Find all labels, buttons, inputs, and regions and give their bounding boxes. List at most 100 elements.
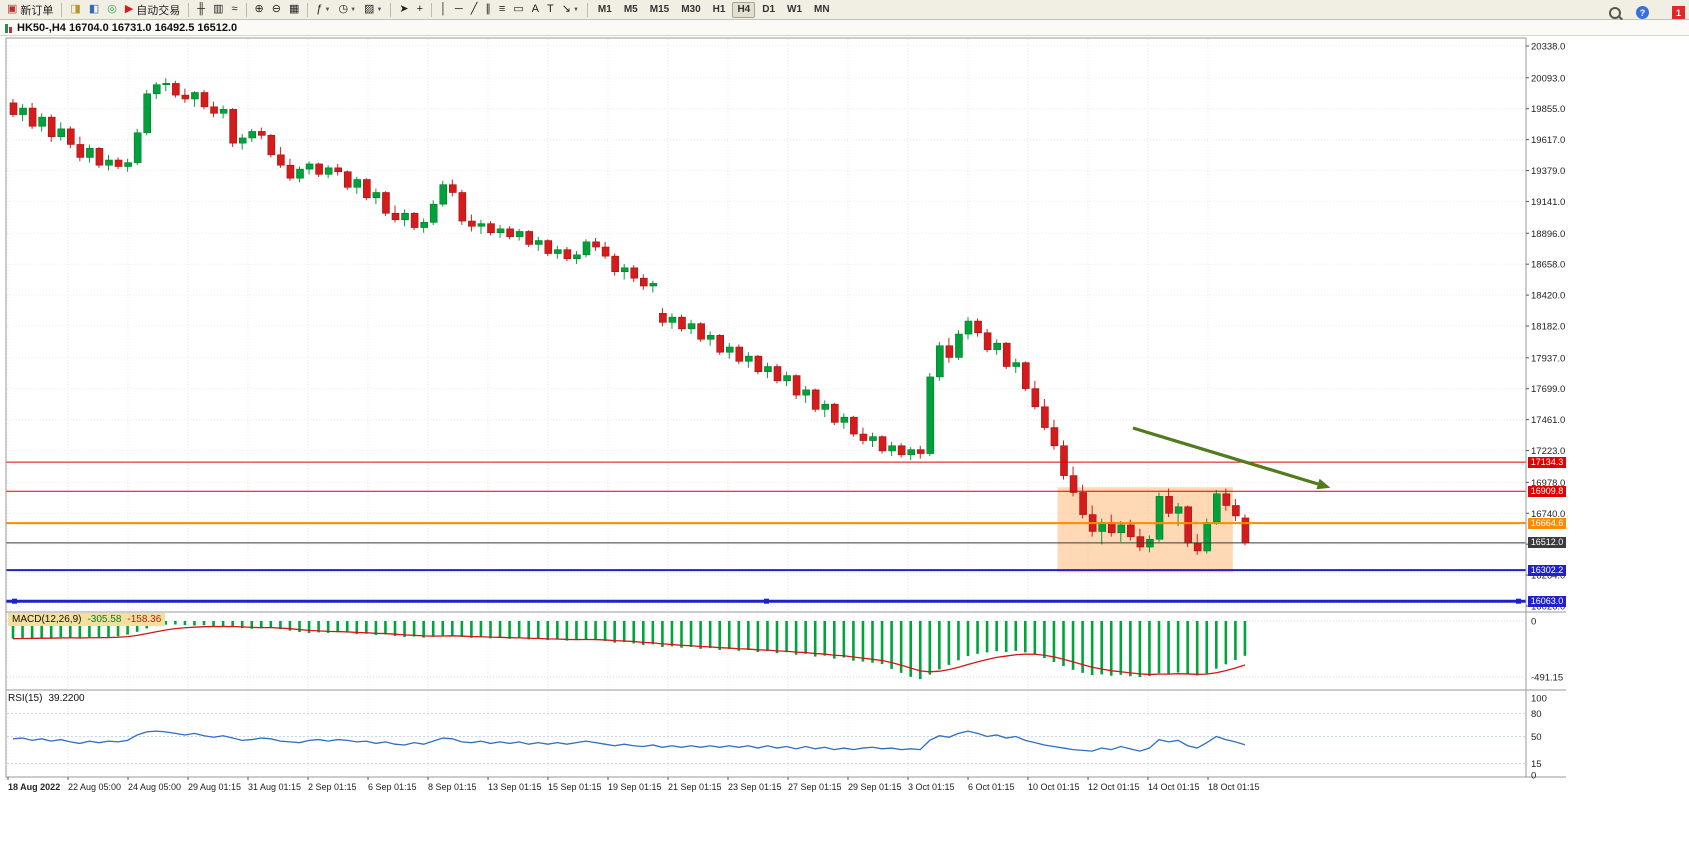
candle-body (353, 179, 362, 188)
macd-label: MACD(12,26,9) -305.58 -158.36 (8, 613, 166, 626)
candle-body (296, 168, 304, 179)
zoom-out-button[interactable]: ⊖ (268, 0, 285, 19)
timeframe-group: M1 M5 M15 M30 H1 H4 D1 W1 MN (592, 1, 836, 18)
crosshair-button[interactable]: + (413, 0, 427, 19)
candle-body (745, 355, 753, 362)
search-button[interactable] (1605, 3, 1625, 22)
candle-body (945, 345, 954, 358)
candle-body (257, 131, 266, 136)
cursor-button[interactable]: ➤ (395, 0, 412, 19)
price-axis-label: 16978.0 (1531, 478, 1565, 489)
templates-dropdown-arrow[interactable]: ▼ (376, 6, 383, 13)
tile-windows-button[interactable]: ▦ (285, 0, 303, 19)
timeframe-d1-button[interactable]: D1 (762, 3, 776, 15)
macd-axis-label: 0 (1531, 617, 1536, 628)
arrows-dropdown-arrow[interactable]: ▼ (572, 6, 579, 13)
candle-body (926, 376, 935, 454)
rsi-axis-label: 80 (1531, 709, 1542, 720)
toolbar-separator (431, 2, 433, 17)
text-button[interactable]: A (528, 0, 543, 19)
timeframe-w1-button[interactable]: W1 (787, 3, 803, 15)
rsi-label: RSI(15) 39.2200 (8, 693, 85, 704)
text-label-button[interactable]: T (543, 0, 558, 19)
time-axis-label: 27 Sep 01:15 (788, 782, 842, 792)
timeframe-m5-button[interactable]: M5 (623, 3, 638, 15)
candle-body (936, 345, 944, 378)
price-axis-label: 19617.0 (1531, 135, 1565, 146)
fibonacci-button[interactable]: ≡ (495, 0, 509, 19)
rsi-axis-label: 100 (1531, 694, 1547, 705)
candle-body (783, 375, 791, 382)
time-axis-label: 6 Oct 01:15 (968, 782, 1015, 792)
candle-body (305, 163, 314, 170)
bars-mode-button[interactable]: ╫ (193, 0, 209, 19)
timeframe-m1-button[interactable]: M1 (597, 3, 612, 15)
indicators-dropdown-arrow[interactable]: ▼ (324, 6, 331, 13)
price-axis-label: 19141.0 (1531, 197, 1565, 208)
trend-arrow-line[interactable] (1132, 426, 1319, 486)
toolbar-separator (390, 2, 392, 17)
equidistant-channel-button[interactable]: ∥ (481, 0, 495, 19)
candle-body (1232, 505, 1240, 517)
time-axis-label: 2 Sep 01:15 (308, 782, 357, 792)
help-button[interactable]: ? (1632, 3, 1653, 22)
candle-body (410, 212, 419, 228)
data-window-button[interactable]: ◧ (85, 0, 103, 19)
new-order-button[interactable]: ▣ 新订单 (3, 0, 57, 19)
candle-body (802, 389, 810, 396)
trendline-button[interactable]: ╱ (467, 0, 482, 19)
candle-body (850, 416, 858, 435)
candle-body (219, 109, 228, 114)
price-axis-label: 16264.0 (1531, 571, 1565, 582)
periods-button[interactable]: ◷ ▼ (334, 0, 360, 19)
price-axis-label: 17699.0 (1531, 384, 1565, 395)
candle-body (592, 241, 600, 248)
equidistant-channel-icon: ∥ (485, 3, 491, 15)
vertical-line-button[interactable]: │ (436, 0, 451, 19)
timeframe-m30-button[interactable]: M30 (681, 3, 701, 15)
candlestick-mode-button[interactable]: ▥ (209, 0, 227, 19)
candle-body (277, 154, 285, 166)
templates-button[interactable]: ▨ ▼ (360, 0, 386, 19)
line-handle[interactable] (764, 598, 769, 604)
candle-body (334, 167, 343, 173)
candle-body (448, 184, 457, 193)
trend-arrow-head[interactable] (1316, 478, 1331, 490)
candle-body (477, 223, 486, 227)
price-axis-label: 18420.0 (1531, 291, 1565, 302)
line-handle[interactable] (12, 598, 17, 604)
chart-profiles-button[interactable]: ◨ (66, 0, 84, 19)
candle-body (649, 283, 658, 287)
timeframe-h4-button[interactable]: H4 (732, 1, 756, 18)
periods-dropdown-arrow[interactable]: ▼ (350, 6, 357, 13)
candle-body (687, 323, 696, 330)
help-icon: ? (1636, 6, 1649, 19)
line-handle[interactable] (1516, 598, 1521, 604)
zoom-in-button[interactable]: ⊕ (251, 0, 268, 19)
candle-body (38, 116, 46, 127)
candle-body (343, 171, 352, 188)
candle-body (67, 128, 75, 145)
shapes-button[interactable]: ▭ (509, 0, 527, 19)
time-axis-label: 3 Oct 01:15 (908, 782, 955, 792)
new-order-icon: ▣ (7, 3, 18, 15)
candle-body (1002, 342, 1011, 367)
arrows-button[interactable]: ↘ ▼ (558, 0, 583, 19)
candle-body (993, 342, 1001, 350)
timeframe-m15-button[interactable]: M15 (649, 3, 670, 15)
timeframe-mn-button[interactable]: MN (814, 3, 830, 15)
tile-windows-icon: ▦ (288, 3, 300, 15)
strategy-navigator-button[interactable]: ◎ (103, 0, 121, 19)
auto-trading-icon: ▶ (124, 3, 134, 15)
candle-body (735, 346, 744, 362)
candle-body (506, 228, 514, 237)
timeframe-h1-button[interactable]: H1 (712, 3, 726, 15)
auto-trading-button[interactable]: ▶ 自动交易 (121, 0, 184, 19)
search-icon (1609, 6, 1621, 19)
horizontal-line-button[interactable]: ─ (451, 0, 467, 19)
line-mode-button[interactable]: ≈ (228, 0, 242, 19)
candle-body (716, 335, 725, 353)
indicators-button[interactable]: ƒ ▼ (312, 0, 334, 19)
notification-badge[interactable]: 1 (1672, 6, 1685, 19)
